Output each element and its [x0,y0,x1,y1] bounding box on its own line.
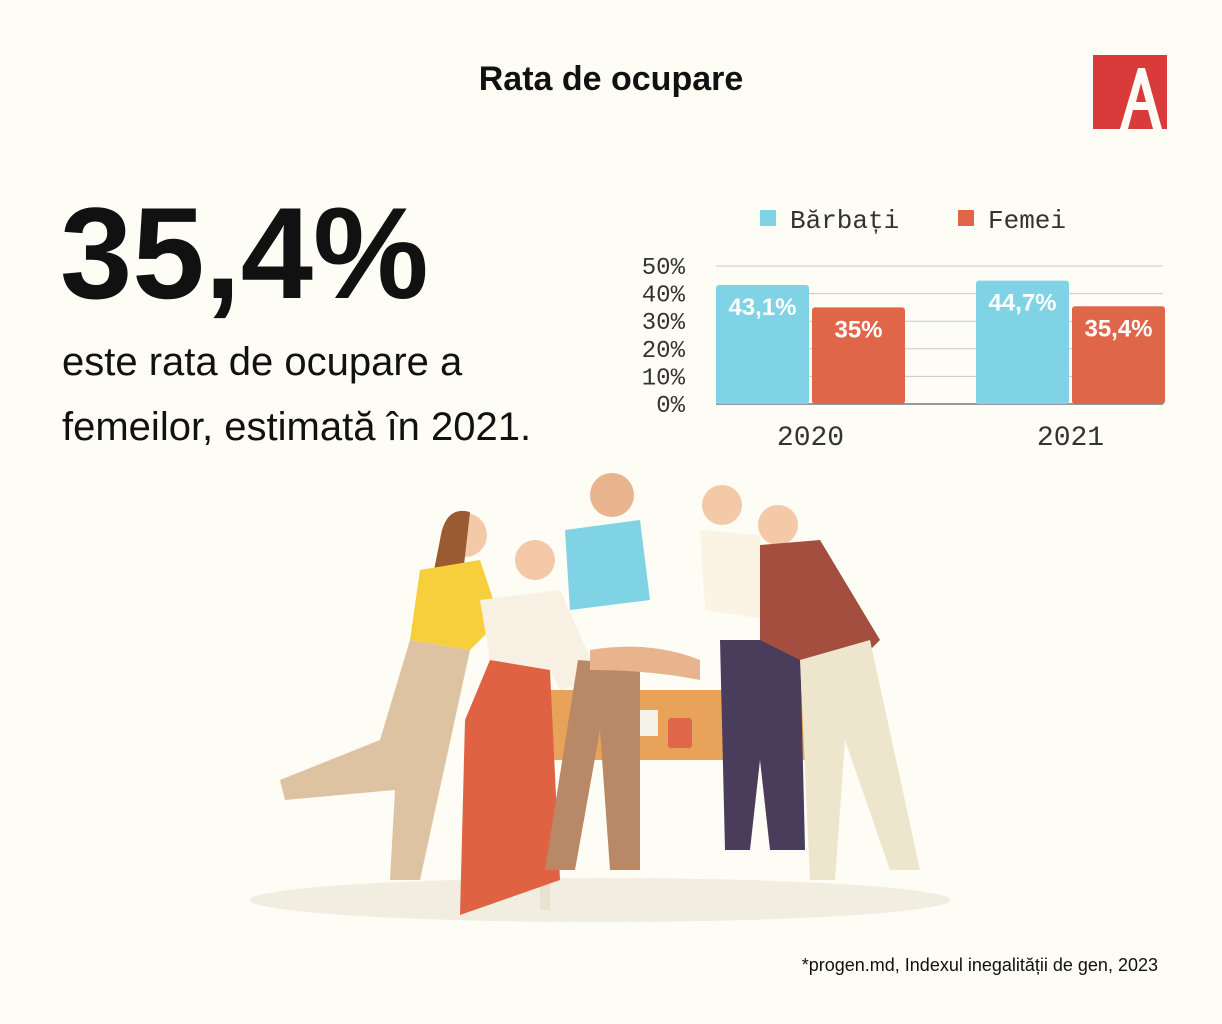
source-note: *progen.md, Indexul inegalității de gen,… [802,955,1158,975]
y-tick-label: 20% [642,338,686,365]
head [515,540,555,580]
big-number: 35,4% [60,180,429,326]
data-label: 44,7% [988,290,1056,317]
x-tick-label: 2020 [777,423,844,454]
shirt [480,590,600,690]
hands [590,646,700,680]
data-label: 43,1% [728,294,796,321]
y-tick-label: 10% [642,365,686,392]
floor-shadow [250,878,950,922]
bar [716,285,809,404]
pants [545,660,640,870]
mug [668,718,692,748]
subtitle-line: este rata de ocupare a [62,340,463,384]
x-tick-label: 2021 [1037,423,1104,454]
legend-swatch [958,210,974,226]
skirt [460,660,560,915]
head [590,473,634,517]
logo [1093,55,1167,129]
pants [720,640,805,850]
bar [976,280,1069,404]
legend-label: Bărbați [790,206,899,236]
subtitle-line: femeilor, estimată în 2021. [62,405,531,449]
pants [800,640,920,880]
y-tick-label: 40% [642,283,686,310]
data-label: 35,4% [1084,315,1152,342]
head [758,505,798,545]
title: Rata de ocupare [479,60,744,98]
data-label: 35% [834,316,882,343]
logo-glyph [1120,68,1162,129]
shirt [410,560,500,650]
y-tick-label: 0% [656,393,685,420]
shirt [565,520,650,610]
legend-swatch [760,210,776,226]
bar [812,307,905,404]
illustration [250,473,950,922]
pants [280,640,470,880]
head [702,485,742,525]
y-tick-label: 30% [642,310,686,337]
legend-label: Femei [988,206,1066,236]
bar-chart: 0%10%20%30%40%50% Bărbați Femei 43,1% 35% 202… [642,206,1165,454]
jacket [760,540,880,680]
y-tick-label: 50% [642,255,686,282]
shirt [700,530,770,620]
bar [1072,306,1165,404]
